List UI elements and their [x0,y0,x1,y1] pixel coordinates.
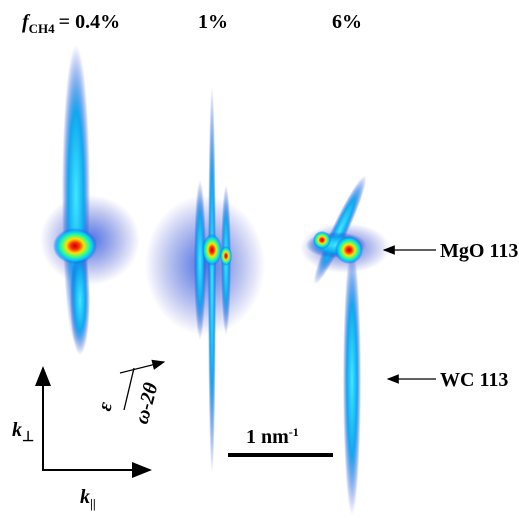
text-part: = 0.4% [59,11,120,33]
text-part: k [12,419,22,441]
text-part: k [80,486,90,508]
annotation: WC 113 [440,369,508,391]
annotation: MgO 113 [440,240,518,262]
scan-axis [123,367,135,411]
text-part: || [90,496,96,511]
text-part: f [22,11,31,33]
text-part: ⊥ [22,430,34,445]
scan-axis [119,359,166,374]
scan-axis-label: ε [94,399,118,413]
text-part: -1 [289,425,299,439]
rsm-map [145,85,265,475]
axis-label: k⊥ [12,419,34,445]
text-part: 1 nm [246,426,289,448]
scan-axis-label: ω-2θ [131,380,163,426]
axis-label: k|| [80,486,96,511]
panel-label: 1% [198,11,228,33]
rsm-map [300,175,390,515]
panel-label: 6% [332,11,362,33]
text-part: CH4 [29,21,56,36]
scale-bar-label: 1 nm-1 [246,425,299,448]
panel-label: fCH4 = 0.4% [22,11,120,36]
rsm-map [40,45,140,355]
